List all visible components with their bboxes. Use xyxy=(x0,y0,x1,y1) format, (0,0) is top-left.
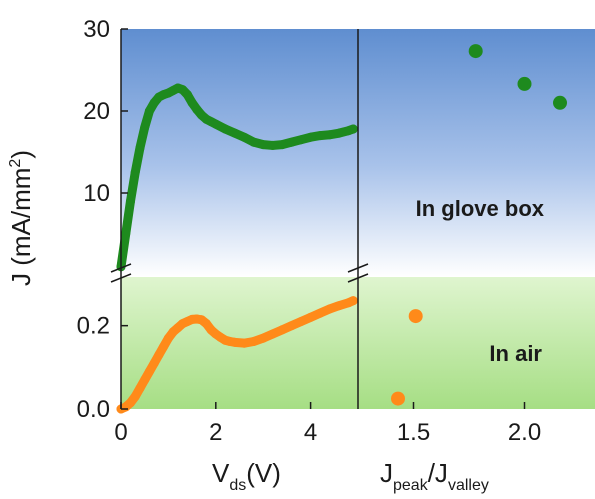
data-point-glove-box xyxy=(230,128,240,138)
data-point-air xyxy=(296,317,306,326)
data-point-glove-box xyxy=(130,168,140,177)
data-point-glove-box xyxy=(140,122,150,132)
y-tick-label-top: 20 xyxy=(83,98,110,125)
data-point-glove-box xyxy=(277,140,287,150)
x-axis-title-right: Jpeak/Jvalley xyxy=(380,458,489,494)
data-point-glove-box xyxy=(268,140,278,150)
ratio-xlabel-sub1: peak xyxy=(393,477,429,494)
data-point-glove-box xyxy=(126,196,135,206)
y-axis-title: J (mA/mm2) xyxy=(6,150,36,286)
left-panel-marks xyxy=(116,83,358,414)
data-point-air xyxy=(159,342,169,351)
data-point-air xyxy=(126,398,135,408)
data-point-air xyxy=(287,321,297,331)
data-point-glove-box xyxy=(287,137,297,147)
svg-text:Vds(V): Vds(V) xyxy=(212,458,281,494)
data-point-air xyxy=(140,375,150,385)
data-point-air xyxy=(154,350,164,360)
ratio-xlabel-sub2: valley xyxy=(448,477,489,494)
data-point-air xyxy=(144,367,154,376)
data-point-air xyxy=(201,319,211,329)
data-point-glove-box xyxy=(187,98,197,108)
y-tick-label-bottom: 0.0 xyxy=(77,396,110,423)
data-point-glove-box xyxy=(334,128,344,138)
x-axis-title-left: Vds(V) xyxy=(212,458,281,494)
data-point-glove-box xyxy=(135,143,145,153)
data-point-glove-box xyxy=(258,140,268,150)
data-point-air xyxy=(130,392,140,401)
data-point-glove-box xyxy=(296,135,306,145)
y-tick-label-top: 10 xyxy=(83,180,110,207)
data-point-glove-box xyxy=(325,130,335,140)
data-point-glove-box xyxy=(121,229,131,239)
data-point-glove-box xyxy=(306,132,316,142)
data-point-glove-box xyxy=(239,132,249,142)
ratio-point-air xyxy=(408,309,423,324)
annotation-glove-box: In glove box xyxy=(416,196,545,221)
axis-break-mid xyxy=(347,263,369,283)
ylabel-sup: 2 xyxy=(7,159,24,168)
ratio-x-tick-label: 2.0 xyxy=(508,419,541,446)
annotation-in-air: In air xyxy=(489,341,542,366)
data-point-glove-box xyxy=(220,124,230,134)
data-point-glove-box xyxy=(348,124,358,134)
data-point-air xyxy=(306,312,316,322)
data-point-air xyxy=(230,337,240,347)
right-panel-marks xyxy=(391,44,567,406)
svg-text:J (mA/mm2): J (mA/mm2) xyxy=(6,150,36,286)
data-point-air xyxy=(239,338,249,348)
data-point-glove-box xyxy=(315,131,325,141)
ratio-xlabel-mid: /J xyxy=(428,458,448,488)
data-point-air xyxy=(334,301,344,311)
xlabel-main: V xyxy=(212,458,230,488)
xlabel-sub: ds xyxy=(229,477,246,494)
ratio-xlabel-main: J xyxy=(380,458,393,488)
data-point-air xyxy=(163,333,173,343)
ylabel-main: J (mA/mm xyxy=(6,168,36,286)
y-tick-label-bottom: 0.2 xyxy=(77,313,110,340)
axis-break-left xyxy=(110,263,132,283)
axis-ticks: 0 2 4 1.5 2.0 10 20 30 0.0 0.2 xyxy=(77,16,542,446)
data-point-air xyxy=(258,333,268,343)
x-tick-label: 2 xyxy=(209,419,222,446)
data-point-air xyxy=(135,383,145,393)
ylabel-close: ) xyxy=(6,150,36,159)
ratio-point-glove-box xyxy=(553,95,567,110)
ratio-point-glove-box xyxy=(517,76,532,91)
data-point-air xyxy=(348,296,358,306)
svg-text:Jpeak/Jvalley: Jpeak/Jvalley xyxy=(380,458,489,494)
x-tick-label: 4 xyxy=(304,419,317,446)
xlabel-unit: (V) xyxy=(246,458,281,488)
data-point-air xyxy=(268,329,278,339)
data-point-air xyxy=(325,304,335,314)
ratio-point-air xyxy=(391,391,405,406)
data-point-glove-box xyxy=(182,90,192,100)
data-point-glove-box xyxy=(249,137,259,147)
ratio-point-glove-box xyxy=(468,44,483,59)
data-point-air xyxy=(249,337,259,346)
y-tick-label-top: 30 xyxy=(83,16,110,43)
data-point-air xyxy=(315,308,325,318)
ratio-x-tick-label: 1.5 xyxy=(397,419,430,446)
x-tick-label: 0 xyxy=(114,419,127,446)
data-point-air xyxy=(149,358,159,368)
data-point-glove-box xyxy=(144,106,154,116)
data-point-air xyxy=(277,325,287,335)
data-point-glove-box xyxy=(211,119,221,129)
